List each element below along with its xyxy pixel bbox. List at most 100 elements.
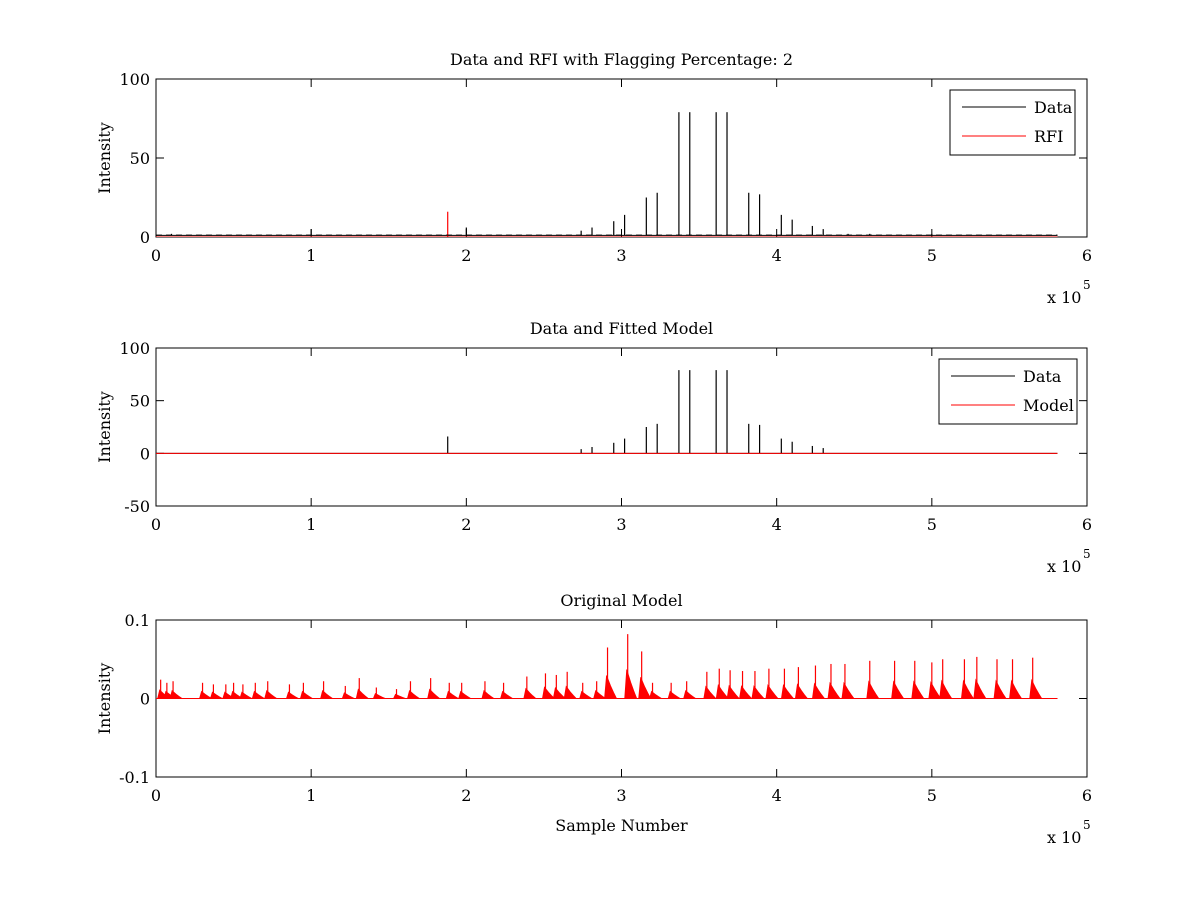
model-peak-envelope [911, 680, 925, 699]
chart-panel-1: Data and RFI with Flagging Percentage: 2… [95, 50, 1092, 307]
y-tick-label: 0 [140, 228, 150, 247]
legend: Data Model [938, 358, 1078, 425]
x-tick-label: 1 [306, 515, 316, 534]
x-tick-label: 2 [461, 786, 471, 805]
model-peak-envelope [812, 682, 826, 699]
x-tick-label: 1 [306, 246, 316, 265]
x-tick-label: 6 [1082, 786, 1092, 805]
model-peak-envelope [169, 690, 184, 699]
model-peak-envelope [341, 692, 355, 699]
legend-label: Data [1034, 98, 1073, 117]
model-peak-envelope [355, 688, 370, 699]
series-2 [156, 211, 1058, 237]
x-tick-label: 3 [616, 246, 626, 265]
model-peak-envelope [579, 690, 594, 699]
y-tick-label: 100 [119, 339, 150, 358]
model-peak-envelope [1029, 678, 1043, 699]
legend-label: Data [1023, 367, 1062, 386]
plot-area [156, 634, 1058, 699]
model-peak-envelope [891, 680, 905, 699]
x-tick-label: 3 [616, 515, 626, 534]
y-tick-label: 0.1 [125, 611, 150, 630]
model-peak-envelope [726, 684, 741, 699]
x-exponent-label: x 10 [1047, 828, 1081, 847]
model-peak-envelope [827, 681, 841, 699]
y-tick-label: 0 [140, 690, 150, 709]
legend: Data RFI [949, 89, 1076, 156]
y-tick-label: -50 [124, 497, 150, 516]
model-peak-envelope [427, 688, 441, 699]
y-axis-label: Intensity [95, 663, 114, 735]
model-peak-envelope [866, 680, 880, 699]
x-tick-label: 6 [1082, 515, 1092, 534]
x-tick-label: 1 [306, 786, 316, 805]
x-exponent-label: x 10 [1047, 288, 1081, 307]
model-peak-envelope [751, 685, 765, 699]
legend-box [949, 89, 1076, 156]
model-peak-envelope [780, 683, 795, 699]
plot-area [156, 112, 1058, 237]
x-tick-label: 4 [772, 786, 782, 805]
model-peak-envelope [285, 691, 300, 699]
model-peak-envelope [841, 681, 855, 699]
model-peak-envelope [993, 679, 1007, 699]
chart-title: Original Model [560, 591, 682, 610]
y-tick-label: 100 [119, 70, 150, 89]
series-1 [156, 634, 1058, 699]
charts-group: Data and RFI with Flagging Percentage: 2… [95, 50, 1092, 847]
x-tick-label: 5 [927, 786, 937, 805]
model-peak-envelope [960, 679, 975, 699]
model-peak-envelope [604, 675, 618, 699]
chart-title: Data and RFI with Flagging Percentage: 2 [450, 50, 793, 69]
model-peak-envelope [794, 683, 809, 699]
model-peak-envelope [481, 690, 496, 699]
model-peak-envelope [624, 669, 638, 699]
model-peak-envelope [392, 693, 406, 699]
x-tick-label: 4 [772, 246, 782, 265]
model-peak-envelope [939, 679, 953, 699]
model-peak-envelope [320, 690, 334, 699]
model-peak-envelope [765, 683, 779, 699]
model-peak-envelope [563, 685, 578, 699]
model-peak-envelope [523, 687, 537, 699]
y-tick-label: 50 [130, 392, 150, 411]
y-tick-label: 50 [130, 149, 150, 168]
x-exponent-power: 5 [1083, 278, 1091, 292]
model-peak-envelope [973, 678, 987, 699]
x-tick-label: 2 [461, 515, 471, 534]
model-peak-envelope [667, 690, 682, 699]
x-tick-label: 0 [151, 515, 161, 534]
model-peak-envelope [372, 692, 386, 699]
model-peak-envelope [703, 685, 717, 699]
y-axis-label: Intensity [95, 391, 114, 463]
x-axis-label: Sample Number [555, 816, 688, 835]
x-tick-label: 2 [461, 246, 471, 265]
model-peak-envelope [683, 690, 697, 699]
x-tick-label: 5 [927, 515, 937, 534]
model-peak-envelope [500, 690, 514, 699]
y-axis-label: Intensity [95, 122, 114, 194]
chart-title: Data and Fitted Model [530, 319, 713, 338]
x-exponent-label: x 10 [1047, 557, 1081, 576]
plot-area [156, 370, 1058, 454]
x-tick-label: 0 [151, 246, 161, 265]
x-tick-label: 5 [927, 246, 937, 265]
legend-label: Model [1023, 396, 1074, 415]
model-peak-envelope [1009, 679, 1023, 699]
model-peak-envelope [264, 690, 279, 699]
x-exponent-power: 5 [1083, 818, 1091, 832]
x-tick-label: 4 [772, 515, 782, 534]
model-peak-envelope [299, 690, 314, 699]
legend-label: RFI [1034, 127, 1063, 146]
x-exponent-power: 5 [1083, 547, 1091, 561]
x-tick-label: 0 [151, 786, 161, 805]
y-tick-label: -0.1 [119, 768, 150, 787]
x-tick-label: 6 [1082, 246, 1092, 265]
legend-box [938, 358, 1078, 425]
y-tick-label: 0 [140, 444, 150, 463]
model-peak-envelope [406, 690, 421, 699]
model-peak-envelope [739, 685, 753, 699]
x-tick-label: 3 [616, 786, 626, 805]
